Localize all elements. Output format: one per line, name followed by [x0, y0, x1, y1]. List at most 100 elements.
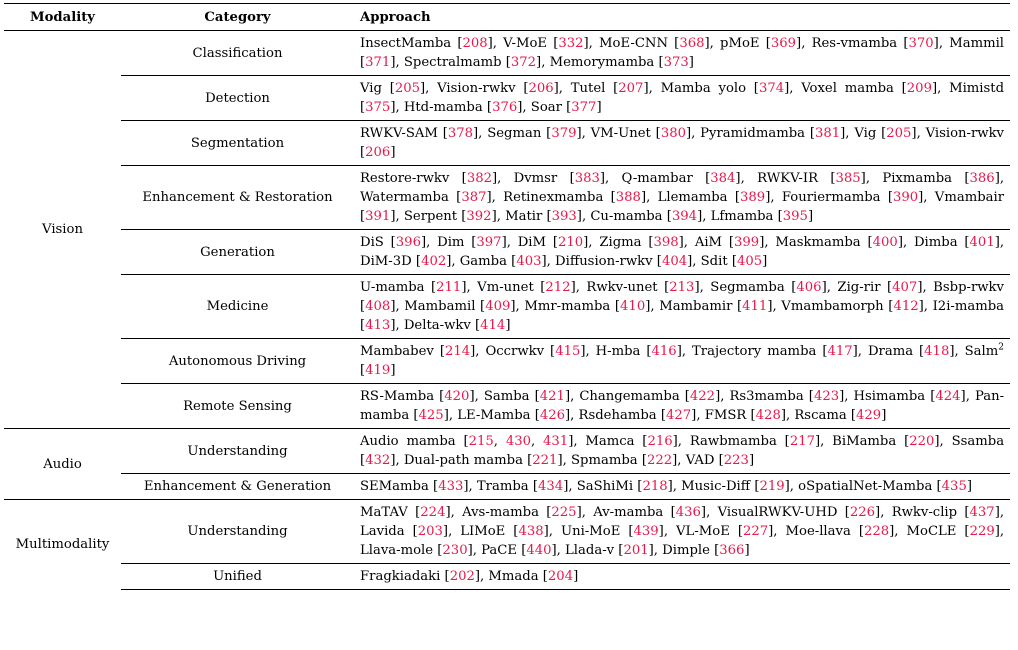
citation-link[interactable]: 429: [856, 408, 882, 423]
citation-link[interactable]: 385: [835, 171, 861, 186]
citation-link[interactable]: 424: [935, 389, 961, 404]
citation-link[interactable]: 422: [689, 389, 716, 404]
citation-link[interactable]: 390: [892, 190, 919, 205]
citation-link[interactable]: 221: [532, 453, 558, 468]
citation-link[interactable]: 405: [736, 254, 763, 269]
citation-link[interactable]: 423: [813, 389, 840, 404]
citation-link[interactable]: 332: [558, 36, 584, 51]
citation-link[interactable]: 374: [758, 81, 785, 96]
citation-link[interactable]: 404: [661, 254, 688, 269]
citation-link[interactable]: 418: [924, 344, 950, 359]
citation-link[interactable]: 387: [461, 190, 487, 205]
citation-link[interactable]: 426: [539, 408, 566, 423]
citation-link[interactable]: 216: [647, 434, 673, 449]
citation-link[interactable]: 411: [742, 299, 768, 314]
citation-link[interactable]: 410: [620, 299, 646, 314]
citation-link[interactable]: 378: [447, 126, 474, 141]
citation-link[interactable]: 370: [908, 36, 934, 51]
citation-link[interactable]: 206: [365, 145, 391, 160]
citation-link[interactable]: 368: [679, 36, 705, 51]
citation-link[interactable]: 230: [442, 543, 468, 558]
citation-link[interactable]: 211: [436, 280, 462, 295]
citation-link[interactable]: 218: [642, 479, 668, 494]
citation-link[interactable]: 417: [827, 344, 853, 359]
citation-link[interactable]: 225: [551, 505, 577, 520]
citation-link[interactable]: 400: [872, 235, 898, 250]
citation-link[interactable]: 220: [909, 434, 935, 449]
citation-link[interactable]: 408: [365, 299, 391, 314]
citation-link[interactable]: 372: [510, 55, 537, 70]
citation-link[interactable]: 416: [651, 344, 677, 359]
citation-link[interactable]: 396: [395, 235, 421, 250]
citation-link[interactable]: 388: [615, 190, 641, 205]
citation-link[interactable]: 399: [734, 235, 760, 250]
citation-link[interactable]: 224: [420, 505, 446, 520]
citation-link[interactable]: 407: [892, 280, 918, 295]
citation-link[interactable]: 212: [545, 280, 571, 295]
citation-link[interactable]: 207: [618, 81, 644, 96]
citation-link[interactable]: 434: [538, 479, 564, 494]
citation-link[interactable]: 430: [505, 434, 531, 449]
citation-link[interactable]: 215: [468, 434, 494, 449]
citation-link[interactable]: 222: [646, 453, 673, 468]
citation-link[interactable]: 428: [755, 408, 781, 423]
citation-link[interactable]: 397: [476, 235, 502, 250]
citation-link[interactable]: 401: [969, 235, 995, 250]
citation-link[interactable]: 229: [969, 524, 995, 539]
citation-link[interactable]: 436: [675, 505, 701, 520]
citation-link[interactable]: 226: [849, 505, 876, 520]
citation-link[interactable]: 413: [365, 318, 391, 333]
citation-link[interactable]: 419: [365, 363, 391, 378]
citation-link[interactable]: 393: [551, 209, 577, 224]
citation-link[interactable]: 201: [623, 543, 649, 558]
citation-link[interactable]: 210: [557, 235, 584, 250]
citation-link[interactable]: 427: [666, 408, 692, 423]
citation-link[interactable]: 391: [365, 209, 391, 224]
citation-link[interactable]: 438: [518, 524, 544, 539]
citation-link[interactable]: 402: [421, 254, 447, 269]
citation-link[interactable]: 366: [719, 543, 745, 558]
citation-link[interactable]: 392: [466, 209, 492, 224]
citation-link[interactable]: 381: [814, 126, 841, 141]
citation-link[interactable]: 403: [516, 254, 542, 269]
citation-link[interactable]: 398: [653, 235, 679, 250]
citation-link[interactable]: 439: [633, 524, 659, 539]
citation-link[interactable]: 379: [551, 126, 577, 141]
citation-link[interactable]: 219: [759, 479, 785, 494]
citation-link[interactable]: 202: [449, 569, 475, 584]
citation-link[interactable]: 432: [365, 453, 391, 468]
citation-link[interactable]: 205: [394, 81, 421, 96]
citation-link[interactable]: 227: [742, 524, 769, 539]
citation-link[interactable]: 369: [770, 36, 797, 51]
citation-link[interactable]: 386: [969, 171, 995, 186]
citation-link[interactable]: 206: [528, 81, 554, 96]
citation-link[interactable]: 217: [789, 434, 815, 449]
citation-link[interactable]: 371: [365, 55, 391, 70]
citation-link[interactable]: 214: [444, 344, 471, 359]
citation-link[interactable]: 376: [492, 100, 518, 115]
citation-link[interactable]: 395: [782, 209, 808, 224]
citation-link[interactable]: 373: [663, 55, 689, 70]
citation-link[interactable]: 205: [886, 126, 912, 141]
citation-link[interactable]: 421: [539, 389, 565, 404]
citation-link[interactable]: 435: [941, 479, 967, 494]
citation-link[interactable]: 223: [723, 453, 749, 468]
citation-link[interactable]: 203: [417, 524, 443, 539]
citation-link[interactable]: 228: [863, 524, 890, 539]
citation-link[interactable]: 440: [526, 543, 552, 558]
citation-link[interactable]: 382: [466, 171, 492, 186]
citation-link[interactable]: 420: [444, 389, 470, 404]
citation-link[interactable]: 383: [574, 171, 600, 186]
citation-link[interactable]: 425: [418, 408, 444, 423]
citation-link[interactable]: 380: [660, 126, 686, 141]
citation-link[interactable]: 412: [893, 299, 919, 314]
citation-link[interactable]: 437: [969, 505, 995, 520]
citation-link[interactable]: 213: [669, 280, 695, 295]
citation-link[interactable]: 415: [555, 344, 581, 359]
citation-link[interactable]: 433: [438, 479, 464, 494]
citation-link[interactable]: 394: [671, 209, 698, 224]
citation-link[interactable]: 406: [796, 280, 822, 295]
citation-link[interactable]: 431: [543, 434, 569, 449]
citation-link[interactable]: 384: [710, 171, 736, 186]
citation-link[interactable]: 377: [571, 100, 597, 115]
